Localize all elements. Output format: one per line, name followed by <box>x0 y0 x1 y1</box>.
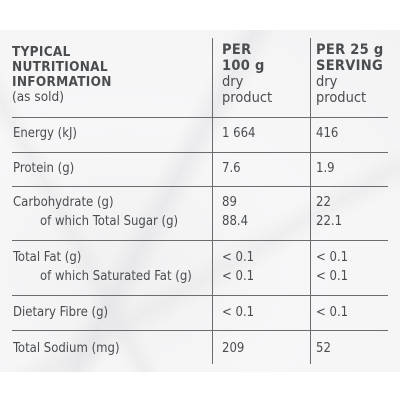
table-subtitle: (as sold) <box>12 89 64 105</box>
column-divider-1 <box>212 38 213 364</box>
column-divider-2 <box>310 38 311 364</box>
total-sodium-per100: 209 <box>222 341 245 356</box>
per100-sub-line-2: product <box>222 90 273 106</box>
dietary-fibre-serving: < 0.1 <box>316 305 349 320</box>
row-divider-protein <box>12 186 388 187</box>
serving-line-2: SERVING <box>316 58 384 74</box>
title-line-1: TYPICAL <box>12 44 71 60</box>
title-line-3: INFORMATION <box>12 74 112 90</box>
row-label-energy: Energy (kJ) <box>13 126 77 141</box>
energy-per100: 1 664 <box>222 126 256 141</box>
row-label-carbohydrate: Carbohydrate (g) <box>13 195 114 210</box>
row-divider-header <box>12 117 388 118</box>
total-fat-per100: < 0.1 <box>222 250 255 265</box>
serving-sub-line-1: dry <box>316 74 338 90</box>
serving-line-1: PER 25 g <box>316 42 384 58</box>
row-label-dietary-fibre: Dietary Fibre (g) <box>13 305 109 320</box>
row-label-protein: Protein (g) <box>13 161 75 176</box>
energy-serving: 416 <box>316 126 339 141</box>
saturated-fat-per100: < 0.1 <box>222 269 255 284</box>
row-label-total-fat: Total Fat (g) <box>13 250 82 265</box>
row-divider-fibre <box>12 330 388 331</box>
serving-sub-line-2: product <box>316 90 367 106</box>
nutrition-panel <box>0 30 400 372</box>
per100-line-2: 100 g <box>222 58 265 74</box>
saturated-fat-serving: < 0.1 <box>316 269 349 284</box>
total-sugar-per100: 88.4 <box>222 214 249 229</box>
protein-per100: 7.6 <box>222 161 241 176</box>
total-fat-serving: < 0.1 <box>316 250 349 265</box>
per100-sub-line-1: dry <box>222 74 244 90</box>
row-divider-energy <box>12 152 388 153</box>
per100-line-1: PER <box>222 42 252 58</box>
row-divider-carbohydrate <box>12 240 388 241</box>
column-header-per-100g: PER 100 g dry product <box>222 42 272 106</box>
column-header-per-serving: PER 25 g SERVING dry product <box>316 42 384 106</box>
row-divider-fat <box>12 295 388 296</box>
protein-serving: 1.9 <box>316 161 335 176</box>
table-title: TYPICAL NUTRITIONAL INFORMATION (as sold… <box>12 45 112 105</box>
title-line-2: NUTRITIONAL <box>12 59 108 75</box>
total-sugar-serving: 22.1 <box>316 214 343 229</box>
carbohydrate-serving: 22 <box>316 195 331 210</box>
total-sodium-serving: 52 <box>316 341 331 356</box>
row-label-total-sugar: of which Total Sugar (g) <box>40 214 179 229</box>
row-label-saturated-fat: of which Saturated Fat (g) <box>40 269 192 284</box>
row-label-total-sodium: Total Sodium (mg) <box>13 341 120 356</box>
carbohydrate-per100: 89 <box>222 195 237 210</box>
dietary-fibre-per100: < 0.1 <box>222 305 255 320</box>
